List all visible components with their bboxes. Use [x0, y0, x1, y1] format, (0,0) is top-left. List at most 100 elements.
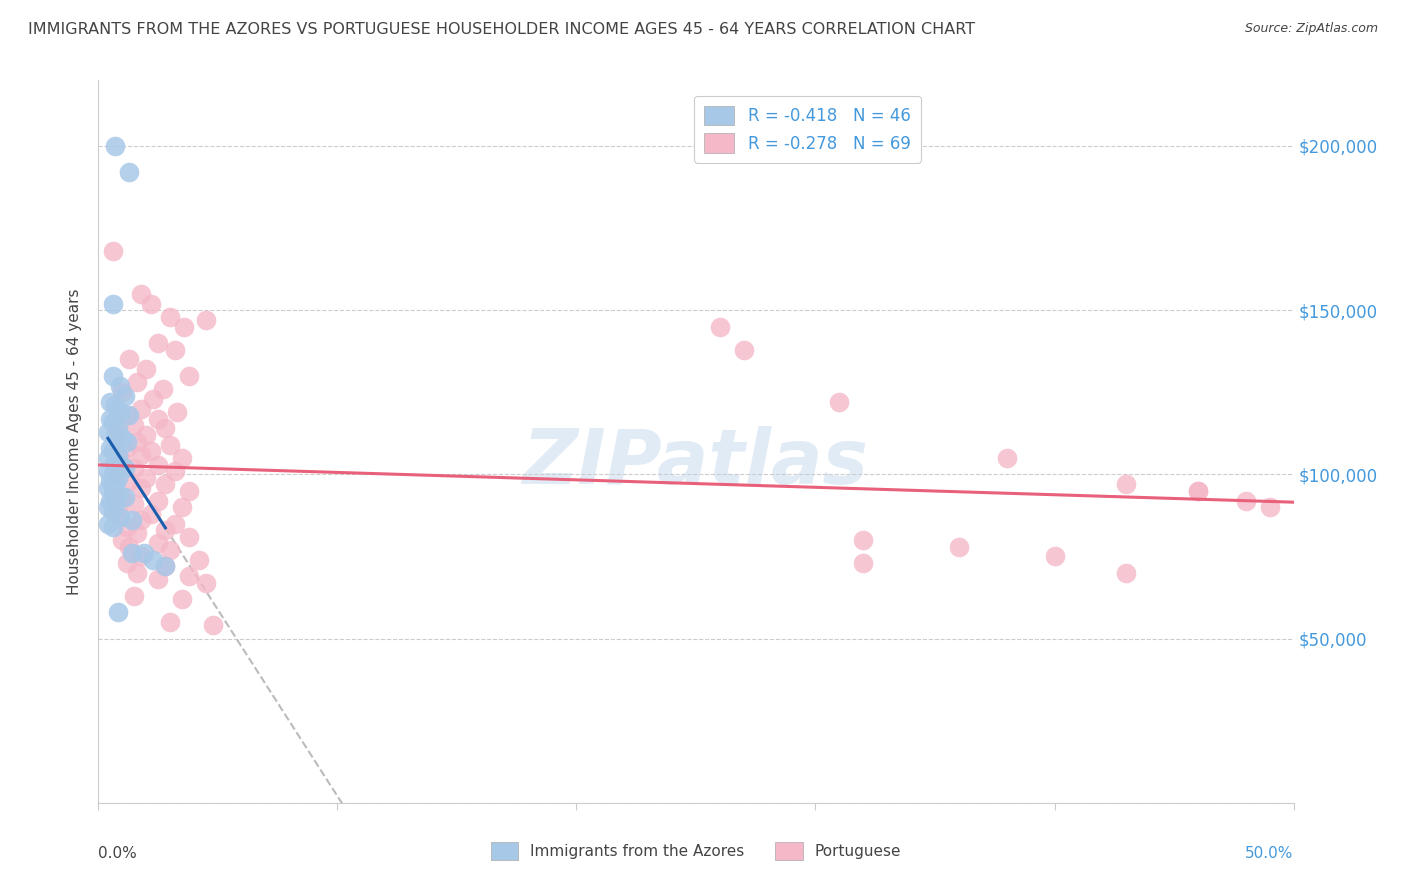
Point	[148, 536, 170, 550]
Point	[101, 368, 124, 383]
Point	[195, 575, 218, 590]
Point	[118, 165, 141, 179]
Point	[98, 441, 122, 455]
Point	[995, 450, 1018, 465]
Point	[131, 286, 153, 301]
Point	[114, 388, 136, 402]
Point	[111, 533, 134, 547]
Point	[115, 556, 138, 570]
Point	[118, 409, 141, 423]
Point	[121, 546, 143, 560]
Point	[107, 503, 129, 517]
Point	[125, 526, 148, 541]
Point	[125, 376, 148, 390]
Point	[101, 444, 124, 458]
Point	[107, 467, 129, 482]
Point	[101, 483, 124, 498]
Text: 50.0%: 50.0%	[1246, 847, 1294, 861]
Point	[98, 395, 122, 409]
Point	[148, 411, 170, 425]
Point	[179, 368, 201, 383]
Point	[948, 540, 970, 554]
Point	[97, 464, 120, 478]
Point	[172, 500, 194, 515]
Legend: Immigrants from the Azores, Portuguese: Immigrants from the Azores, Portuguese	[482, 835, 910, 867]
Point	[828, 395, 851, 409]
Point	[118, 474, 141, 488]
Point	[1043, 549, 1066, 564]
Point	[115, 409, 138, 423]
Point	[125, 566, 148, 580]
Point	[114, 491, 136, 505]
Point	[148, 458, 170, 472]
Point	[111, 431, 134, 445]
Point	[111, 454, 134, 468]
Point	[709, 319, 731, 334]
Point	[155, 559, 177, 574]
Point	[125, 434, 148, 449]
Point	[97, 500, 120, 515]
Text: 0.0%: 0.0%	[98, 847, 138, 861]
Point	[163, 343, 186, 357]
Point	[163, 464, 186, 478]
Point	[124, 460, 146, 475]
Point	[131, 549, 153, 564]
Point	[159, 310, 181, 324]
Point	[115, 434, 138, 449]
Point	[108, 405, 131, 419]
Point	[101, 244, 124, 258]
Point	[104, 454, 127, 468]
Point	[97, 450, 120, 465]
Point	[104, 428, 127, 442]
Point	[114, 460, 136, 475]
Point	[107, 425, 129, 439]
Point	[155, 559, 177, 574]
Point	[108, 458, 131, 472]
Point	[155, 523, 177, 537]
Point	[97, 481, 120, 495]
Point	[152, 382, 174, 396]
Point	[139, 296, 162, 310]
Point	[108, 510, 131, 524]
Point	[124, 497, 146, 511]
Point	[111, 385, 134, 400]
Point	[135, 362, 157, 376]
Point	[101, 503, 124, 517]
Point	[135, 428, 157, 442]
Point	[107, 448, 129, 462]
Point	[155, 477, 177, 491]
Point	[139, 444, 162, 458]
Point	[159, 615, 181, 630]
Point	[111, 491, 134, 505]
Point	[115, 441, 138, 455]
Point	[1234, 493, 1257, 508]
Point	[107, 471, 129, 485]
Point	[98, 474, 122, 488]
Point	[172, 450, 194, 465]
Point	[159, 542, 181, 557]
Point	[118, 540, 141, 554]
Point	[1187, 483, 1209, 498]
Point	[1115, 566, 1137, 580]
Point	[852, 533, 875, 547]
Point	[142, 553, 165, 567]
Point	[179, 530, 201, 544]
Point	[131, 448, 153, 462]
Point	[107, 487, 129, 501]
Point	[131, 513, 153, 527]
Point	[101, 296, 124, 310]
Point	[107, 605, 129, 619]
Point	[101, 520, 124, 534]
Point	[187, 553, 209, 567]
Point	[97, 425, 120, 439]
Point	[124, 418, 146, 433]
Point	[104, 477, 127, 491]
Point	[202, 618, 225, 632]
Point	[172, 592, 194, 607]
Point	[166, 405, 188, 419]
Point	[155, 421, 177, 435]
Point	[159, 438, 181, 452]
Point	[107, 421, 129, 435]
Point	[179, 483, 201, 498]
Text: Source: ZipAtlas.com: Source: ZipAtlas.com	[1244, 22, 1378, 36]
